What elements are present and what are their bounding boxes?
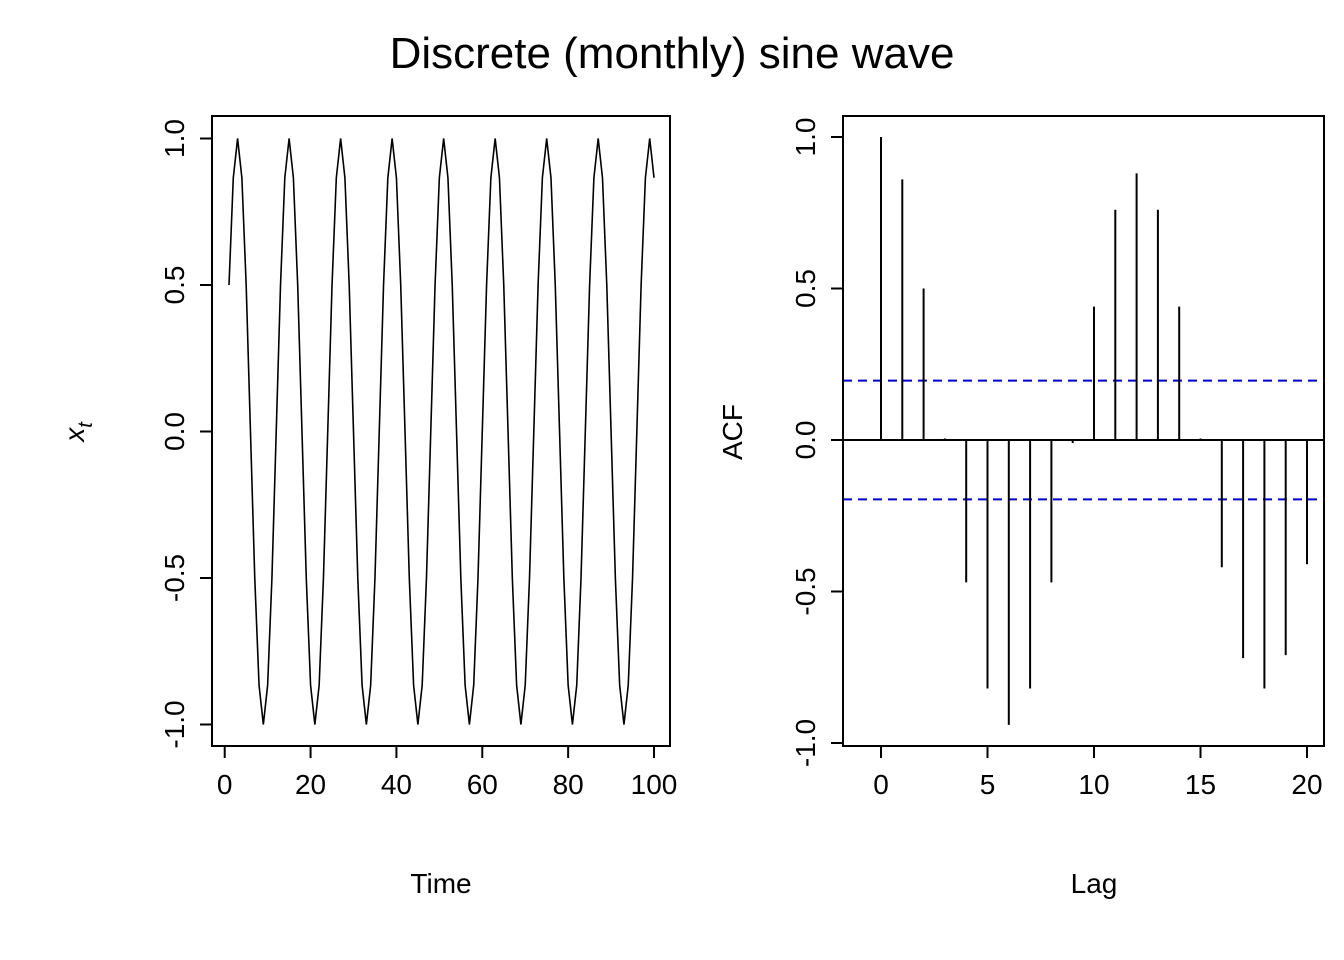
acf-spikes (880, 137, 1308, 725)
time-x-axis-tick-label: 100 (631, 769, 678, 800)
xt-y-axis-tick-label: 0.5 (159, 266, 190, 305)
lag-x-axis-tick-label: 10 (1078, 769, 1109, 800)
acf-y-axis-tick-label: 1.0 (790, 118, 821, 157)
time-x-axis-tick-label: 60 (467, 769, 498, 800)
xt-y-axis: -1.0 -0.5 0.0 0.5 1.0 (159, 119, 213, 749)
acf-y-axis-tick-label: 0.0 (790, 421, 821, 460)
time-x-axis-tick-label: 0 (217, 769, 233, 800)
time-series-plot-frame (211, 115, 671, 747)
acf-panel: 0 5 10 15 20 -1.0 -0.5 0.0 0.5 1.0 Lag ACF (717, 115, 1325, 899)
acf-y-axis: -1.0 -0.5 0.0 0.5 1.0 (790, 118, 844, 767)
time-x-axis: 0 20 40 60 80 100 (217, 745, 678, 800)
lag-x-axis-tick-label: 5 (980, 769, 996, 800)
figure-title: Discrete (monthly) sine wave (390, 29, 955, 78)
lag-axis-label: Lag (1071, 868, 1118, 899)
lag-x-axis: 0 5 10 15 20 (873, 745, 1323, 800)
lag-x-axis-tick-label: 20 (1291, 769, 1322, 800)
lag-x-axis-tick-label: 0 (873, 769, 889, 800)
lag-x-axis-tick-label: 15 (1185, 769, 1216, 800)
xt-y-axis-tick-label: -0.5 (159, 554, 190, 602)
acf-y-axis-tick-label: 0.5 (790, 269, 821, 308)
xt-y-axis-tick-label: 0.0 (159, 412, 190, 451)
acf-y-axis-tick-label: -1.0 (790, 719, 821, 767)
time-x-axis-tick-label: 40 (381, 769, 412, 800)
acf-plot-frame (842, 115, 1325, 747)
xt-axis-label-main: x (59, 427, 90, 444)
xt-y-axis-tick-label: 1.0 (159, 119, 190, 158)
xt-y-axis-tick-label: -1.0 (159, 700, 190, 748)
acf-axis-label: ACF (717, 404, 748, 460)
sine-wave-series-line (228, 138, 655, 725)
time-axis-label: Time (410, 868, 471, 899)
xt-axis-label: xt (59, 421, 97, 444)
xt-axis-label-subscript: t (75, 421, 97, 428)
time-series-panel: 0 20 40 60 80 100 -1.0 -0.5 0.0 0.5 1.0 Time xt (59, 115, 678, 899)
time-x-axis-tick-label: 80 (553, 769, 584, 800)
time-x-axis-tick-label: 20 (295, 769, 326, 800)
acf-y-axis-tick-label: -0.5 (790, 567, 821, 615)
